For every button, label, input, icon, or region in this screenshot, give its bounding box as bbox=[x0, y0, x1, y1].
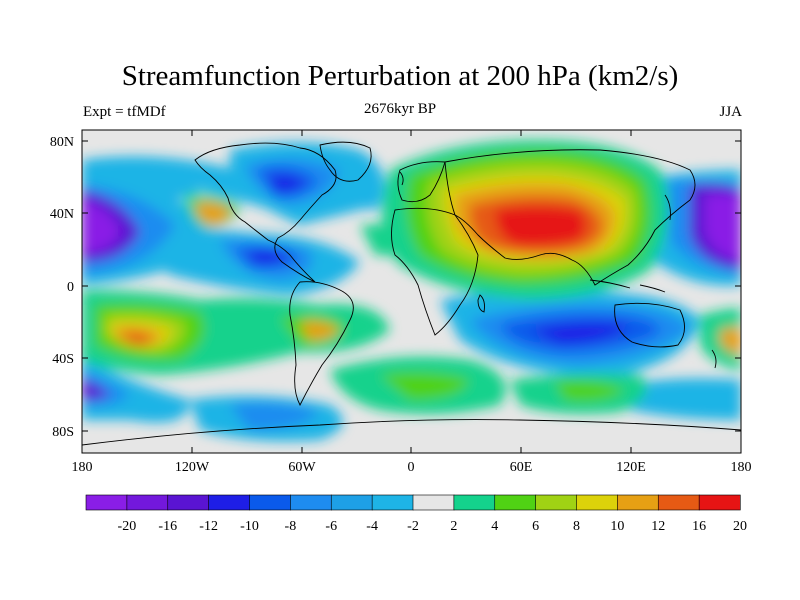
colorbar-swatch bbox=[208, 494, 251, 511]
coastline-uk bbox=[399, 171, 404, 186]
colorbar-label: 16 bbox=[692, 519, 706, 534]
colorbar-label: -12 bbox=[199, 519, 218, 534]
x-tick-label-120e: 120E bbox=[616, 460, 646, 475]
field-orange-east-pacific bbox=[720, 327, 741, 355]
colorbar-label: 8 bbox=[573, 519, 580, 534]
field-lime-south-indian bbox=[555, 381, 625, 402]
contour-field bbox=[82, 130, 741, 453]
field-cyan-south-pacific bbox=[82, 355, 190, 423]
field-cyan-south-east bbox=[620, 378, 741, 420]
colorbar-swatch bbox=[85, 494, 128, 511]
field-orange-atlantic bbox=[300, 321, 340, 341]
coastline-japan bbox=[664, 194, 671, 221]
colorbar-label: -4 bbox=[366, 519, 378, 534]
colorbar-swatch bbox=[657, 494, 700, 511]
coastline-asia bbox=[444, 149, 696, 286]
x-tick-label-120w: 120W bbox=[175, 460, 210, 475]
colorbar-swatch bbox=[494, 494, 537, 511]
y-tick-label-40s: 40S bbox=[52, 352, 74, 367]
coastline-australia bbox=[614, 302, 685, 348]
frame-ticks bbox=[81, 130, 742, 453]
y-tick-label-0: 0 bbox=[67, 280, 74, 295]
chart-title: Streamfunction Perturbation at 200 hPa (… bbox=[121, 60, 679, 92]
colorbar-swatch bbox=[249, 494, 291, 511]
field-dark-blue-atlantic bbox=[270, 176, 305, 191]
x-tick-label-60e: 60E bbox=[510, 460, 533, 475]
colorbar-label: -10 bbox=[240, 519, 259, 534]
colorbar-label: 10 bbox=[610, 519, 624, 534]
field-red-eurasia bbox=[495, 206, 586, 246]
colorbar-swatch bbox=[698, 494, 741, 511]
colorbar-label: -16 bbox=[158, 519, 177, 534]
colorbar-label: -20 bbox=[118, 519, 137, 534]
colorbar-label: 2 bbox=[450, 519, 457, 534]
x-tick-label-0: 0 bbox=[408, 460, 415, 475]
field-lime-south-atlantic bbox=[380, 372, 470, 400]
field-orange-north-pacific bbox=[195, 201, 232, 225]
coastline-africa bbox=[391, 207, 479, 336]
colorbar-swatch bbox=[167, 494, 210, 511]
x-tick-label-180w: 180 bbox=[72, 460, 93, 475]
coastline-greenland bbox=[319, 141, 372, 182]
colorbar-swatch bbox=[126, 494, 169, 511]
experiment-label: Expt = tfMDf bbox=[83, 104, 166, 120]
y-tick-label-40n: 40N bbox=[50, 207, 74, 222]
field-purple-east-core bbox=[705, 194, 741, 260]
coastline-north-america bbox=[194, 142, 337, 283]
colorbar-label: 4 bbox=[491, 519, 498, 534]
y-axis-labels: 80N 40N 0 40S 80S bbox=[50, 135, 74, 440]
colorbar-swatch bbox=[617, 494, 659, 511]
y-tick-label-80s: 80S bbox=[52, 425, 74, 440]
coastline-madagascar bbox=[477, 294, 485, 313]
colorbar-label: 20 bbox=[733, 519, 747, 534]
colorbar-label: -6 bbox=[325, 519, 337, 534]
field-green-atlantic bbox=[360, 224, 420, 256]
x-tick-label-60w: 60W bbox=[288, 460, 316, 475]
colorbar-label: -8 bbox=[285, 519, 297, 534]
colorbar-swatch bbox=[412, 494, 455, 511]
colorbar-label: -2 bbox=[407, 519, 419, 534]
field-purple-west-core bbox=[82, 200, 120, 252]
x-axis-labels: 180 120W 60W 0 60E 120E 180 bbox=[72, 460, 752, 475]
colorbar-swatch bbox=[535, 494, 578, 511]
colorbar-label: 12 bbox=[651, 519, 665, 534]
field-dark-blue-core-indian bbox=[530, 323, 630, 343]
field-dark-orange-south-pacific bbox=[122, 331, 152, 344]
y-tick-label-80n: 80N bbox=[50, 135, 74, 150]
coastlines bbox=[82, 141, 741, 446]
coastline-new-zealand bbox=[711, 349, 717, 369]
coastline-europe bbox=[397, 161, 446, 203]
x-tick-label-180e: 180 bbox=[731, 460, 752, 475]
coastline-south-america bbox=[289, 281, 354, 406]
colorbar-swatch bbox=[576, 494, 618, 511]
colorbar: -20 -16 -12 -10 -8 -6 -4 -2 2 4 6 8 10 12 16 20 bbox=[85, 494, 747, 534]
colorbar-swatch bbox=[453, 494, 496, 511]
coastline-indonesia bbox=[589, 279, 666, 293]
time-label: 2676kyr BP bbox=[363, 101, 437, 117]
season-label: JJA bbox=[719, 104, 742, 120]
colorbar-swatch bbox=[290, 494, 332, 511]
colorbar-swatch bbox=[371, 494, 414, 511]
coastline-antarctica bbox=[82, 419, 741, 446]
colorbar-label: 6 bbox=[532, 519, 539, 534]
colorbar-swatch bbox=[330, 494, 373, 511]
field-purple-south-pacific bbox=[82, 378, 110, 401]
field-lightblue-antarctic bbox=[230, 402, 320, 430]
